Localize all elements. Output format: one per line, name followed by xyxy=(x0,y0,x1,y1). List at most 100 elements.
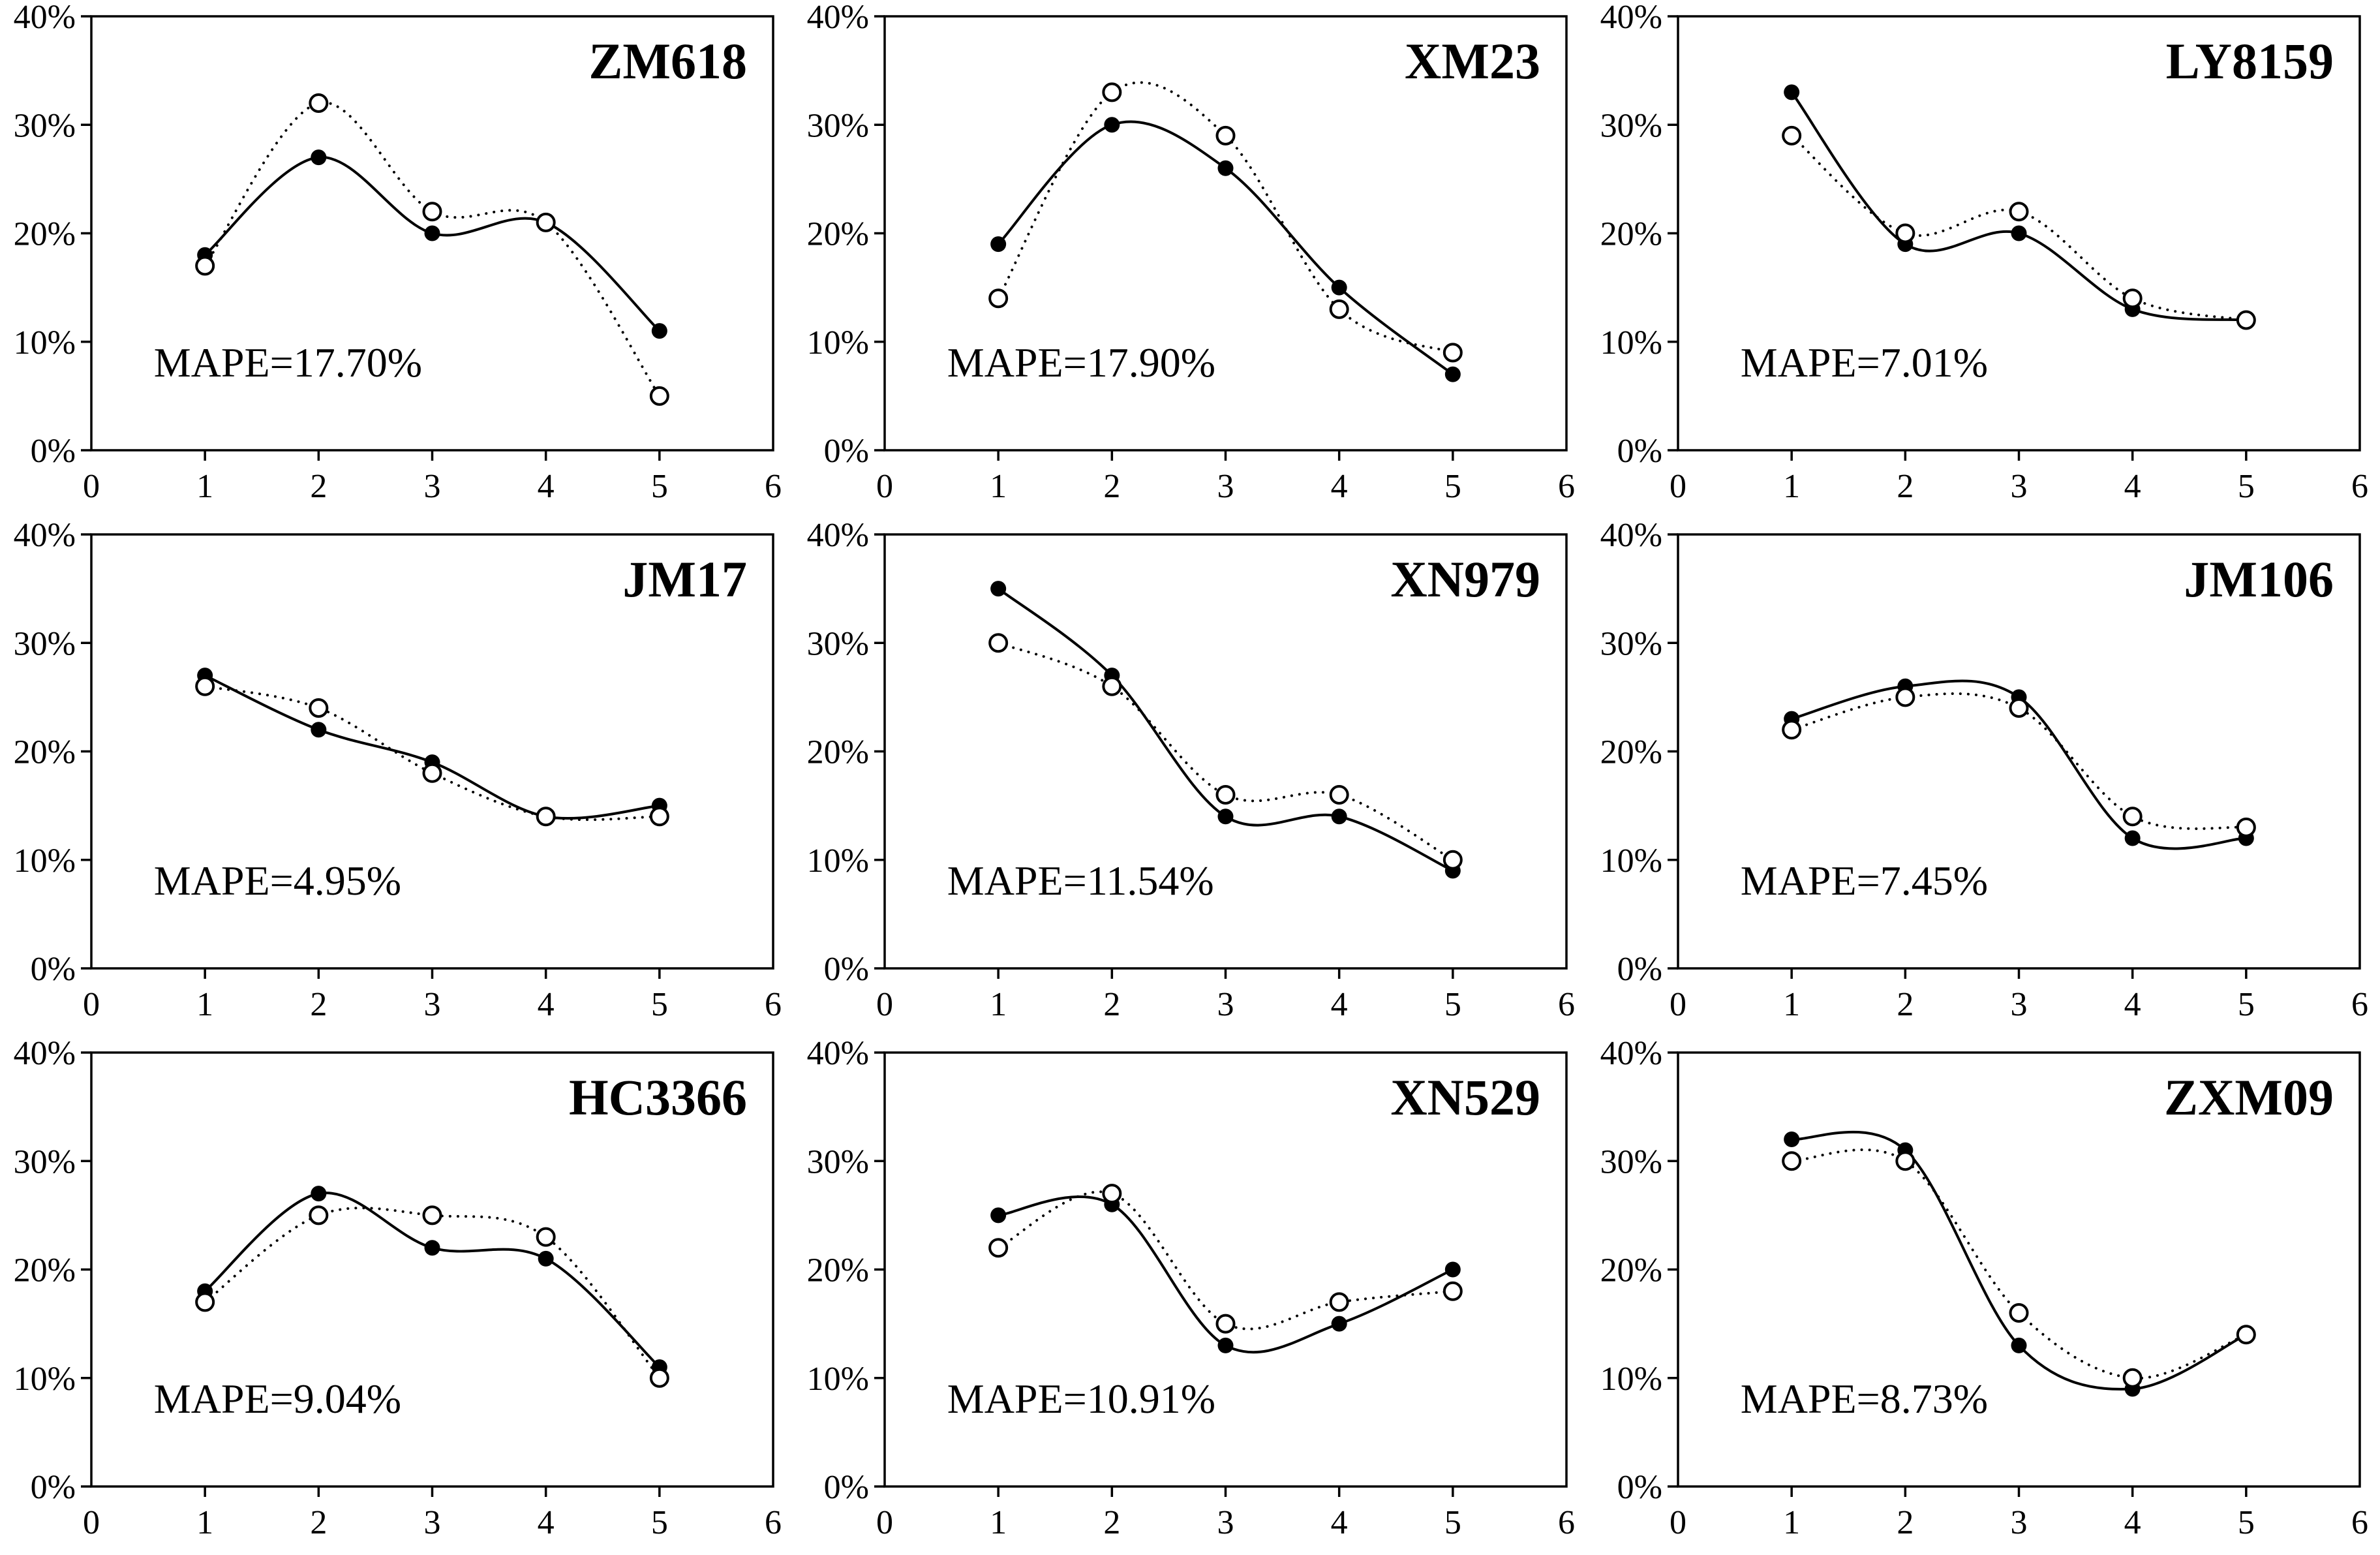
open-circle-marker xyxy=(988,1238,1009,1258)
y-tick-label: 10% xyxy=(14,324,76,362)
y-tick-label: 30% xyxy=(807,625,869,662)
x-tick-label: 6 xyxy=(765,1504,782,1541)
y-tick-label: 10% xyxy=(1600,1361,1662,1398)
chart-cell-1: 0% 10% 20% 30% 40% 0 1 2 3 4 5 6 ZM618 MAPE=17.70% xyxy=(0,0,793,518)
y-tick-label: 0% xyxy=(1617,951,1662,988)
chart-title: JM17 xyxy=(622,551,747,608)
x-tick-label: 5 xyxy=(651,986,668,1023)
x-tick-label: 3 xyxy=(2011,986,2028,1023)
x-tick-label: 3 xyxy=(424,468,441,505)
solid-series-line xyxy=(204,156,661,332)
filled-circle-marker xyxy=(2124,830,2141,846)
open-circle-marker xyxy=(1895,687,1915,707)
x-tick-label: 0 xyxy=(1670,986,1686,1023)
filled-circle-marker xyxy=(1784,84,1800,100)
open-circle-marker xyxy=(536,212,556,232)
filled-circle-marker xyxy=(1217,808,1234,825)
y-tick-label: 10% xyxy=(1600,842,1662,880)
mape-annotation: MAPE=9.04% xyxy=(154,1376,401,1422)
x-tick-label: 5 xyxy=(651,468,668,505)
filled-circle-marker xyxy=(2011,225,2027,241)
x-tick-label: 5 xyxy=(1444,468,1461,505)
y-tick-label: 30% xyxy=(1600,1143,1662,1180)
filled-circle-marker xyxy=(311,149,327,166)
open-circle-marker xyxy=(1782,125,1802,146)
filled-circle-marker xyxy=(424,1240,440,1256)
open-circle-marker xyxy=(536,807,556,827)
x-tick-label: 6 xyxy=(2351,1504,2368,1541)
y-tick-label: 0% xyxy=(824,951,869,988)
filled-circle-marker xyxy=(311,1186,327,1202)
y-tick-label: 40% xyxy=(14,0,76,36)
x-tick-label: 6 xyxy=(765,986,782,1023)
x-tick-label: 4 xyxy=(538,986,555,1023)
x-tick-label: 6 xyxy=(1558,1504,1575,1541)
x-tick-label: 4 xyxy=(538,468,555,505)
open-circle-marker xyxy=(649,1368,669,1388)
open-circle-marker xyxy=(649,386,669,406)
chart-title: XM23 xyxy=(1405,33,1540,89)
y-tick-label: 10% xyxy=(807,842,869,880)
chart-cell-8: 0% 10% 20% 30% 40% 0 1 2 3 4 5 6 XN529 MAPE=10.91% xyxy=(793,1036,1587,1554)
filled-circle-marker xyxy=(1444,1261,1461,1278)
y-tick-label: 20% xyxy=(807,1252,869,1289)
x-tick-label: 0 xyxy=(876,468,893,505)
chart-title: ZM618 xyxy=(588,33,747,89)
chart-title: ZXM09 xyxy=(2164,1069,2334,1126)
x-tick-label: 1 xyxy=(196,986,213,1023)
open-circle-marker xyxy=(1329,299,1349,319)
chart-cell-5: 0% 10% 20% 30% 40% 0 1 2 3 4 5 6 XN979 MAPE=11.54% xyxy=(793,518,1587,1036)
chart-cell-7: 0% 10% 20% 30% 40% 0 1 2 3 4 5 6 HC3366 MAPE=9.04% xyxy=(0,1036,793,1554)
y-tick-label: 20% xyxy=(807,734,869,771)
chart-cell-2: 0% 10% 20% 30% 40% 0 1 2 3 4 5 6 XM23 MAPE=17.90% xyxy=(793,0,1587,518)
y-tick-label: 30% xyxy=(807,1143,869,1180)
y-tick-label: 20% xyxy=(14,1252,76,1289)
y-tick-label: 0% xyxy=(31,1469,76,1506)
y-tick-label: 40% xyxy=(807,0,869,36)
x-tick-label: 6 xyxy=(1558,986,1575,1023)
open-circle-marker xyxy=(309,93,329,113)
chart-title: LY8159 xyxy=(2166,33,2334,89)
chart-cell-4: 0% 10% 20% 30% 40% 0 1 2 3 4 5 6 JM17 MAPE=4.95% xyxy=(0,518,793,1036)
x-tick-label: 3 xyxy=(2011,1504,2028,1541)
dotted-series-line xyxy=(204,1207,661,1379)
filled-circle-marker xyxy=(2011,1337,2027,1353)
y-tick-label: 40% xyxy=(807,518,869,554)
x-tick-label: 3 xyxy=(1217,468,1234,505)
x-tick-label: 1 xyxy=(990,1504,1007,1541)
filled-circle-marker xyxy=(1784,1132,1800,1147)
mape-annotation: MAPE=8.73% xyxy=(1741,1376,1988,1422)
mape-annotation: MAPE=17.70% xyxy=(154,339,422,386)
open-circle-marker xyxy=(2236,817,2256,837)
x-tick-label: 4 xyxy=(2124,1504,2141,1541)
chart-title: XN529 xyxy=(1390,1069,1540,1126)
line-chart-canvas: 0% 10% 20% 30% 40% 0 1 2 3 4 5 6 XN529 MAPE=10.91% xyxy=(793,1036,1587,1554)
open-circle-marker xyxy=(309,1205,329,1225)
x-tick-label: 6 xyxy=(2351,468,2368,505)
solid-series-line xyxy=(997,587,1454,872)
open-circle-marker xyxy=(1329,1292,1349,1312)
x-tick-label: 0 xyxy=(1670,1504,1686,1541)
mape-annotation: MAPE=10.91% xyxy=(947,1376,1215,1422)
y-tick-label: 40% xyxy=(807,1036,869,1072)
x-tick-label: 1 xyxy=(990,986,1007,1023)
open-circle-marker xyxy=(2009,202,2029,222)
y-tick-label: 0% xyxy=(824,1469,869,1506)
mape-annotation: MAPE=4.95% xyxy=(154,857,401,904)
x-tick-label: 4 xyxy=(1331,986,1348,1023)
filled-circle-marker xyxy=(651,323,667,339)
x-tick-label: 1 xyxy=(1783,468,1800,505)
open-circle-marker xyxy=(1782,720,1802,740)
filled-circle-marker xyxy=(1104,117,1120,133)
open-circle-marker xyxy=(1782,1151,1802,1171)
y-tick-label: 20% xyxy=(1600,734,1662,771)
x-tick-label: 4 xyxy=(538,1504,555,1541)
y-tick-label: 0% xyxy=(31,951,76,988)
y-tick-label: 0% xyxy=(1617,1469,1662,1506)
open-circle-marker xyxy=(2122,1368,2143,1388)
filled-circle-marker xyxy=(990,581,1007,597)
chart-cell-3: 0% 10% 20% 30% 40% 0 1 2 3 4 5 6 LY8159 MAPE=7.01% xyxy=(1587,0,2380,518)
chart-title: JM106 xyxy=(2184,551,2334,608)
open-circle-marker xyxy=(1102,82,1122,102)
x-tick-label: 0 xyxy=(83,986,100,1023)
